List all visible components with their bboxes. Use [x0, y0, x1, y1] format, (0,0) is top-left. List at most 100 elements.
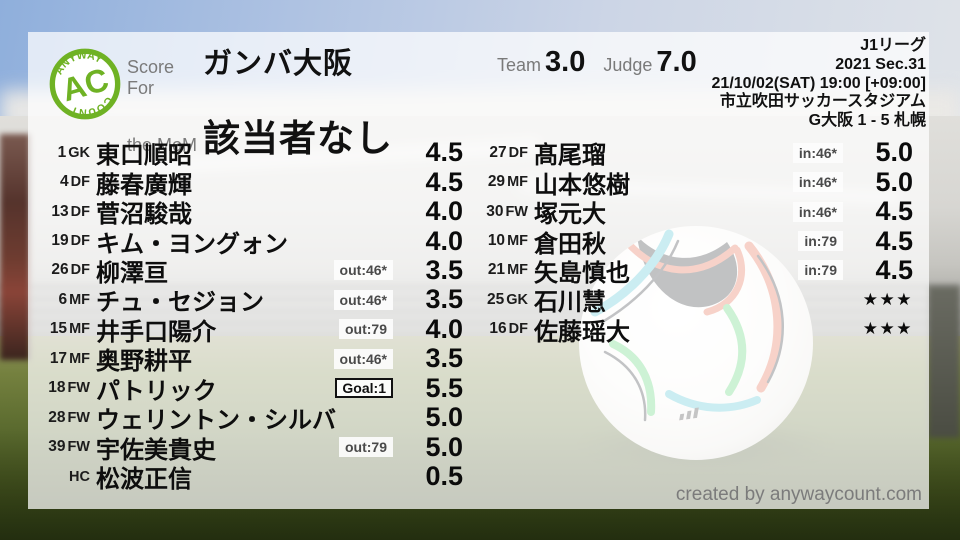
player-number: 1: [57, 143, 67, 161]
player-name: 倉田秋: [534, 230, 606, 258]
player-number-position: 16 DF: [482, 320, 528, 338]
player-position: FW: [67, 439, 90, 456]
player-row: 1 GK 東口順昭 4.5: [44, 137, 463, 170]
right-stand-strip: [928, 286, 960, 438]
player-row: 17 MF 奥野耕平 out:46* 3.5: [44, 343, 463, 376]
player-rating: 5.0: [425, 431, 463, 462]
player-name: 宇佐美貴史: [96, 436, 216, 464]
player-rating: 4.5: [425, 137, 463, 168]
player-position: MF: [507, 233, 528, 250]
player-name: チュ・セジョン: [96, 289, 264, 317]
anywaycount-logo-icon: ANYWAY COUNT AC: [49, 45, 121, 123]
player-position: MF: [69, 350, 90, 367]
season-section: 2021 Sec.31: [835, 55, 926, 73]
player-rating: 3.5: [425, 284, 463, 315]
players-column-right: 27 DF 髙尾瑠 in:46* 5.0 29 MF 山本悠樹 in:46* 5.0 30 FW 塚元大…: [482, 137, 913, 346]
player-rating: 0.5: [425, 461, 463, 492]
player-number-position: 18 FW: [44, 379, 90, 397]
stadium-name: 市立吹田サッカースタジアム: [719, 93, 926, 111]
player-number: 26: [51, 261, 69, 279]
player-position: DF: [70, 203, 90, 220]
player-name: 塚元大: [534, 201, 606, 229]
player-position: DF: [70, 174, 90, 191]
player-position: MF: [69, 321, 90, 338]
player-number-position: 21 MF: [482, 261, 528, 279]
player-number: 17: [49, 349, 68, 367]
player-number: 18: [48, 379, 66, 397]
player-number-position: HC: [44, 469, 90, 485]
player-position: HC: [69, 468, 90, 485]
player-rating: 4.0: [425, 313, 463, 344]
player-number: 39: [48, 438, 66, 456]
team-score-value: 3.0: [545, 46, 586, 78]
player-row: 27 DF 髙尾瑠 in:46* 5.0: [482, 137, 913, 170]
player-rating: 4.5: [425, 166, 463, 197]
player-row: 26 DF 柳澤亘 out:46* 3.5: [44, 255, 463, 287]
player-name: 東口順昭: [96, 142, 192, 170]
player-number-position: 28 FW: [44, 409, 90, 427]
player-number: 29: [487, 173, 506, 191]
substitution-badge: out:46*: [333, 289, 393, 310]
left-stand-strip: [0, 134, 30, 360]
player-position: FW: [505, 203, 528, 220]
player-number-position: 25 GK: [482, 291, 528, 309]
player-name: 髙尾瑠: [534, 142, 606, 170]
player-row: HC 松波正信 0.5: [44, 461, 463, 494]
player-row: 6 MF チュ・セジョン out:46* 3.5: [44, 284, 463, 317]
player-number: 13: [51, 202, 69, 220]
player-row: 10 MF 倉田秋 in:79 4.5: [482, 226, 913, 258]
player-position: DF: [70, 262, 90, 279]
substitution-badge: in:79: [798, 231, 843, 252]
player-name: 藤春廣輝: [96, 171, 192, 199]
goal-badge: Goal:1: [335, 378, 393, 399]
player-row: 25 GK 石川慧 ★★★: [482, 285, 913, 317]
player-rating: 3.5: [425, 343, 463, 374]
players-column-left: 1 GK 東口順昭 4.5 4 DF 藤春廣輝 4.5 13 DF 菅沼駿哉 4.0 19 DF キム・ヨン…: [44, 137, 463, 494]
player-rating: 4.0: [425, 225, 463, 256]
player-number-position: 39 FW: [44, 438, 90, 456]
player-number: 4: [60, 173, 69, 191]
judge-score-value: 7.0: [656, 46, 697, 78]
player-name: ウェリントン・シルバ: [96, 407, 336, 435]
player-rating: 5.0: [875, 166, 913, 197]
score-for-label: Score For: [127, 57, 175, 98]
judge-score-label: Judge: [603, 55, 653, 75]
player-name: 佐藤瑶大: [534, 318, 630, 346]
player-number: 27: [489, 143, 507, 161]
player-stars: ★★★: [862, 319, 913, 339]
substitution-badge: in:79: [798, 260, 843, 281]
player-row: 39 FW 宇佐美貴史 out:79 5.0: [44, 431, 463, 464]
player-rating: 4.0: [425, 196, 463, 227]
player-number-position: 26 DF: [44, 261, 90, 279]
substitution-badge: out:46*: [333, 260, 393, 281]
substitution-badge: in:46*: [792, 142, 843, 163]
player-number-position: 17 MF: [44, 350, 90, 368]
player-row: 21 MF 矢島慎也 in:79 4.5: [482, 254, 913, 287]
player-position: FW: [67, 409, 90, 426]
player-stars: ★★★: [862, 289, 913, 309]
player-position: DF: [70, 233, 90, 250]
player-number-position: 30 FW: [482, 203, 528, 221]
player-row: 18 FW パトリック Goal:1 5.5: [44, 372, 463, 405]
substitution-badge: in:46*: [792, 172, 843, 193]
player-position: DF: [508, 321, 528, 338]
player-number: 25: [487, 290, 505, 308]
player-name: 山本悠樹: [534, 171, 630, 199]
player-name: 松波正信: [96, 466, 192, 494]
player-rating: 4.5: [875, 254, 913, 285]
player-row: 16 DF 佐藤瑶大 ★★★: [482, 315, 913, 346]
player-name: 石川慧: [534, 289, 606, 317]
player-number: 19: [51, 232, 69, 250]
title-block: Score For ガンバ大阪 the MoM 該当者なし: [127, 40, 393, 162]
player-name: 奥野耕平: [96, 348, 192, 376]
player-number-position: 27 DF: [482, 144, 528, 162]
player-number-position: 19 DF: [44, 232, 90, 250]
player-position: MF: [69, 291, 90, 308]
player-rating: 5.5: [425, 372, 463, 403]
team-name: ガンバ大阪: [203, 48, 354, 80]
player-name: キム・ヨングォン: [96, 230, 288, 258]
player-number-position: 29 MF: [482, 173, 528, 191]
match-datetime: 21/10/02(SAT) 19:00 [+09:00]: [711, 74, 926, 92]
player-number: 16: [489, 320, 507, 338]
